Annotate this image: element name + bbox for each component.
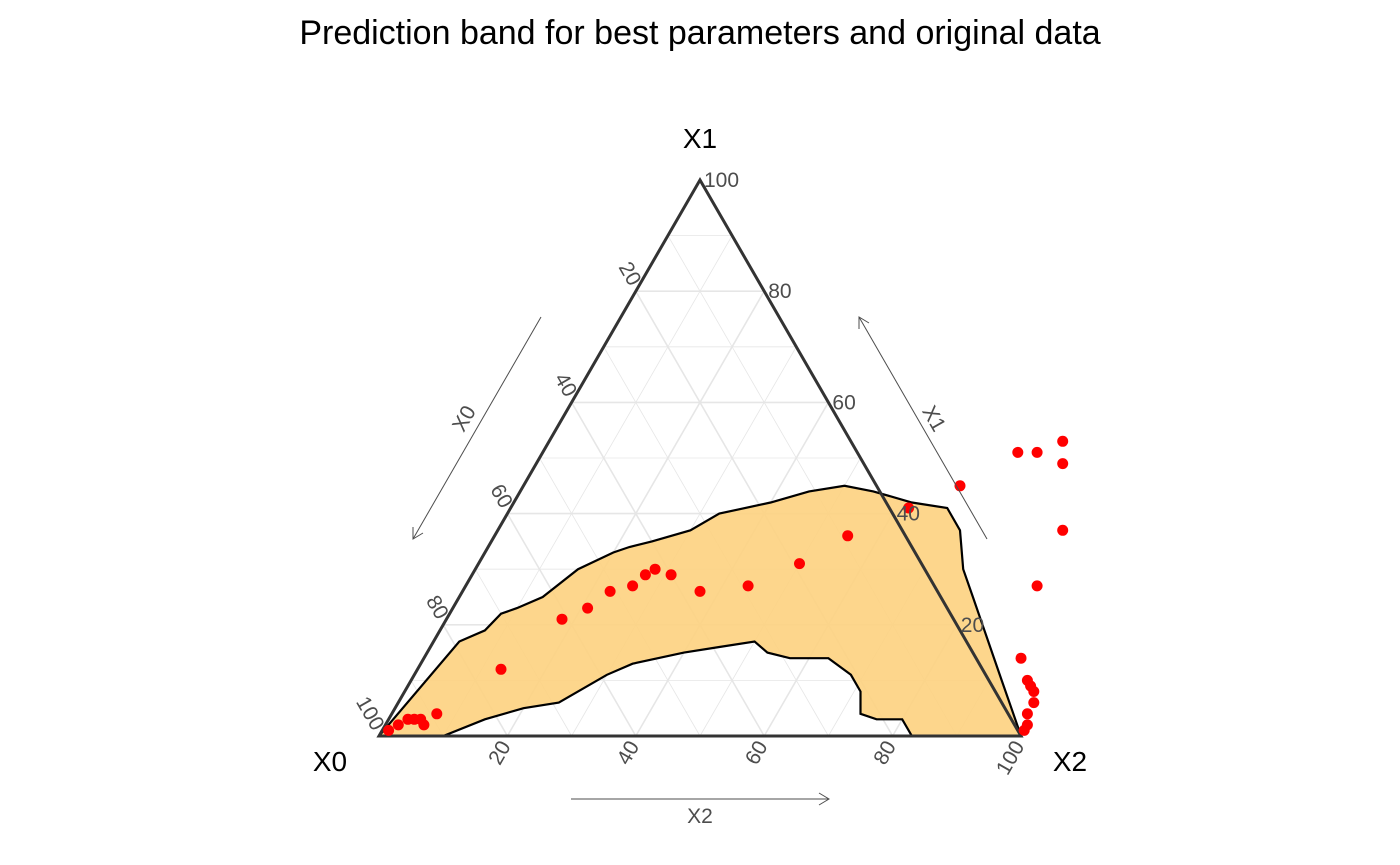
data-point-21 [1012, 446, 1024, 458]
data-point-1 [392, 719, 404, 731]
data-point-7 [495, 663, 507, 675]
data-point-27 [1015, 652, 1027, 664]
tick-label-x2-100: 100 [992, 737, 1029, 779]
tick-label-x1-60: 60 [832, 391, 855, 414]
x0-arrow [412, 316, 542, 540]
vertex-label-x0: X0 [313, 746, 347, 777]
x1-arrow-label: X1 [917, 402, 950, 436]
vertex-label-x1: X1 [683, 123, 717, 154]
x0-arrow-head [412, 527, 424, 540]
data-point-17 [794, 558, 805, 570]
triangle-frame [376, 176, 1024, 738]
data-point-8 [556, 613, 568, 625]
data-point-30 [1028, 686, 1040, 697]
tick-label-x2-80: 80 [869, 737, 901, 769]
tick-label-x2-40: 40 [613, 737, 645, 769]
data-point-20 [954, 480, 966, 492]
chart-title: Prediction band for best parameters and … [299, 14, 1100, 52]
data-point-22 [1031, 446, 1043, 458]
x2-arrow-label: X2 [687, 805, 713, 828]
tick-label-x2-60: 60 [741, 737, 773, 769]
data-point-19 [903, 502, 915, 514]
tick-label-x1-100: 100 [704, 169, 739, 192]
data-point-13 [649, 563, 661, 575]
data-point-10 [604, 585, 616, 597]
data-point-31 [1028, 697, 1040, 709]
data-point-6 [431, 708, 443, 720]
data-point-32 [1021, 708, 1033, 720]
data-point-34 [1018, 724, 1030, 736]
band-upper-outline [378, 484, 1023, 737]
data-point-26 [1031, 580, 1043, 592]
vertex-label-x2: X2 [1053, 746, 1087, 777]
x2-arrow-head [818, 792, 830, 806]
data-point-25 [1057, 524, 1069, 536]
tick-label-x1-80: 80 [768, 280, 791, 303]
data-point-15 [694, 585, 706, 597]
data-point-24 [1057, 458, 1069, 470]
tick-label-x1-40: 40 [897, 503, 920, 526]
data-point-16 [742, 580, 754, 592]
x1-arrow [858, 316, 988, 540]
data-point-0 [383, 724, 395, 736]
data-point-11 [627, 580, 639, 592]
data-point-9 [582, 602, 594, 614]
band-lower-outline [379, 640, 1021, 738]
data-point-18 [842, 530, 854, 542]
tick-label-x1-20: 20 [961, 614, 984, 637]
data-point-23 [1057, 435, 1069, 447]
data-point-14 [665, 569, 677, 581]
data-point-5 [418, 719, 430, 731]
triangle-outline [376, 176, 1024, 738]
band-fill [379, 485, 1021, 736]
data-point-12 [639, 569, 651, 581]
prediction-band [378, 484, 1023, 738]
x1-arrow-head [858, 316, 870, 329]
tick-label-x2-20: 20 [484, 737, 516, 769]
data-points [383, 435, 1069, 736]
